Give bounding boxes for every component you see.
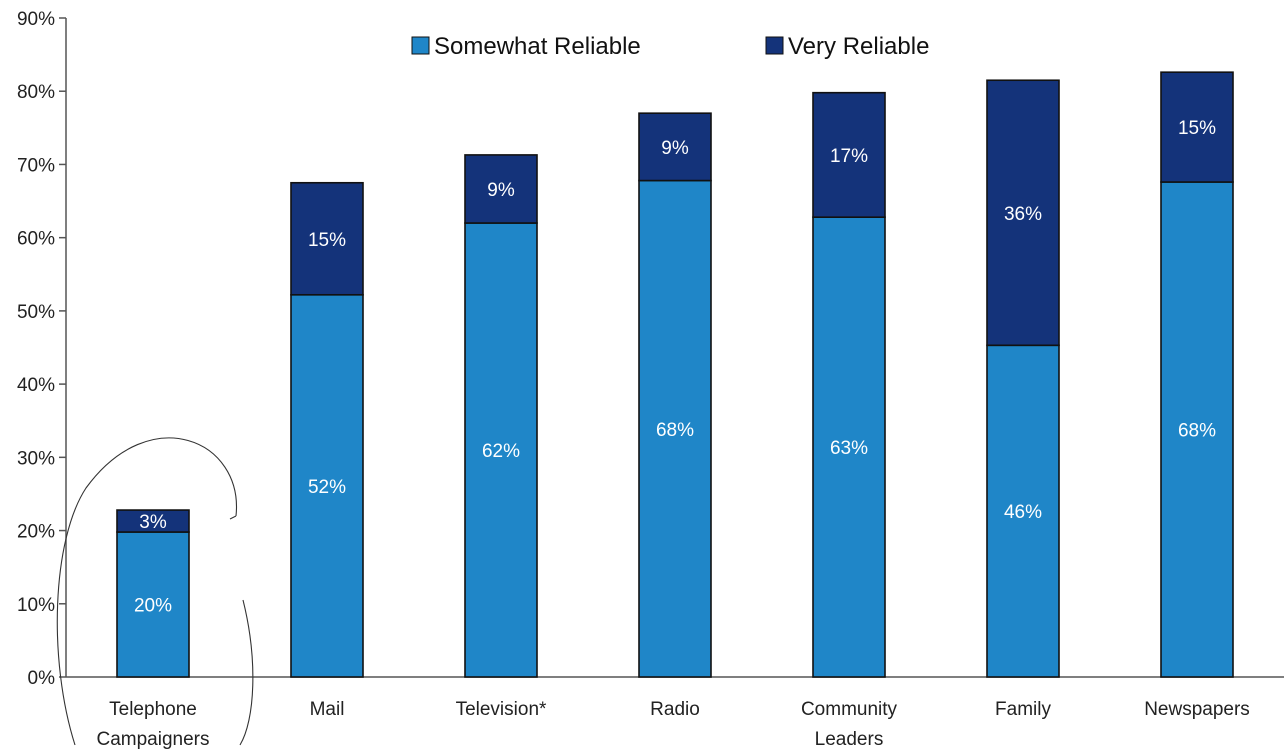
hand-drawn-circle-annotation <box>56 437 254 746</box>
x-category-label: Newspapers <box>1144 699 1250 720</box>
y-tick-label: 20% <box>17 522 55 543</box>
x-category-label: Campaigners <box>97 729 210 750</box>
data-label: 36% <box>1004 204 1042 225</box>
y-tick-label: 30% <box>17 448 55 469</box>
y-tick-label: 90% <box>17 9 55 30</box>
legend-label-very-reliable: Very Reliable <box>788 33 929 60</box>
data-label: 46% <box>1004 502 1042 523</box>
data-label: 15% <box>308 230 346 251</box>
data-label: 68% <box>656 420 694 441</box>
data-label: 68% <box>1178 421 1216 442</box>
data-label: 9% <box>661 138 689 159</box>
y-tick-label: 70% <box>17 155 55 176</box>
legend: Somewhat Reliable Very Reliable <box>411 33 929 60</box>
bar-segment <box>290 293 364 678</box>
legend-label-somewhat-reliable: Somewhat Reliable <box>434 33 641 60</box>
bar-segment <box>812 216 886 678</box>
x-category-label: Family <box>995 699 1051 720</box>
y-tick-label: 80% <box>17 82 55 103</box>
x-category-label: Mail <box>310 699 345 720</box>
legend-swatch-very-reliable <box>765 36 784 55</box>
y-tick-label: 0% <box>28 668 56 689</box>
bars: 20% 3% 52% 15% 62% 9% 68% 9% 63% 17% 46% 36% 68% 15% <box>116 71 1234 678</box>
bar-segment <box>986 79 1060 347</box>
data-label: 17% <box>830 146 868 167</box>
bar-segment <box>638 179 712 678</box>
y-axis-ticks: 0% 10% 20% 30% 40% 50% 60% 70% 80% 90% <box>17 9 66 689</box>
y-tick-label: 50% <box>17 302 55 323</box>
data-label: 15% <box>1178 118 1216 139</box>
data-label: 20% <box>134 596 172 617</box>
data-label: 9% <box>487 180 515 201</box>
bar-segment <box>1160 181 1234 678</box>
bar-segment <box>464 154 538 224</box>
y-tick-label: 40% <box>17 375 55 396</box>
bar-segment <box>812 91 886 218</box>
x-category-label: Television* <box>456 699 547 720</box>
x-category-label: Leaders <box>815 729 884 750</box>
legend-swatch-somewhat-reliable <box>411 36 430 55</box>
bar-segment <box>638 112 712 182</box>
data-label: 3% <box>139 512 167 533</box>
data-label: 63% <box>830 438 868 459</box>
y-tick-label: 60% <box>17 229 55 250</box>
bar-segment <box>116 509 190 533</box>
data-label: 62% <box>482 441 520 462</box>
x-category-label: Community <box>801 699 898 720</box>
data-label: 52% <box>308 477 346 498</box>
bar-segment <box>116 531 190 678</box>
y-tick-label: 10% <box>17 595 55 616</box>
x-axis-labels: Telephone Campaigners Mail Television* Radio… <box>97 699 1250 750</box>
x-category-label: Radio <box>650 699 700 720</box>
bar-segment <box>290 181 364 296</box>
x-category-label: Telephone <box>109 699 197 720</box>
bar-segment <box>1160 71 1234 183</box>
bar-segment <box>464 222 538 678</box>
